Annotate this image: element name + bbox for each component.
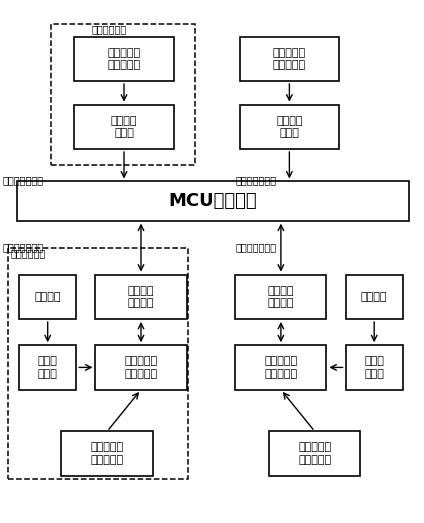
Text: 电压采样输入端: 电压采样输入端 [235,242,276,252]
Bar [95,275,187,319]
Text: 第二路电压
采样输入端: 第二路电压 采样输入端 [298,442,332,465]
Bar [51,24,195,165]
Text: 第二计量专
用芯片模块: 第二计量专 用芯片模块 [264,356,298,379]
Text: 霍尔电流
传感器: 霍尔电流 传感器 [111,116,137,138]
Text: 电压采样回路: 电压采样回路 [11,248,46,259]
Bar [269,431,360,476]
Bar [74,37,174,81]
Bar [346,345,403,390]
Text: 霍尔电流
传感器: 霍尔电流 传感器 [276,116,303,138]
Text: 第二路电流
采样输入端: 第二路电流 采样输入端 [273,48,306,70]
Bar [19,275,76,319]
Text: 电源隔
离模块: 电源隔 离模块 [364,356,384,379]
Bar [346,275,403,319]
Text: 光耦隔离
通讯模块: 光耦隔离 通讯模块 [128,286,154,308]
Text: 电流采样回路: 电流采样回路 [91,24,126,34]
Bar [240,37,339,81]
Bar [8,248,188,479]
Bar [95,345,187,390]
Bar [235,345,326,390]
Bar [235,275,326,319]
Bar [74,105,174,149]
Bar [61,431,153,476]
Text: 第一路电流
采样输入端: 第一路电流 采样输入端 [107,48,141,70]
Text: 电压采样输入端: 电压采样输入端 [2,242,43,252]
Text: MCU主控电路: MCU主控电路 [169,192,257,210]
Bar [19,345,76,390]
Text: 供电模块: 供电模块 [361,292,388,302]
Text: 电流采样输入端: 电流采样输入端 [2,175,43,186]
Text: 第一计量专
用芯片模块: 第一计量专 用芯片模块 [124,356,158,379]
Text: 光耦隔离
通讯模块: 光耦隔离 通讯模块 [268,286,294,308]
Text: 供电模块: 供电模块 [34,292,61,302]
Text: 电源隔
离模块: 电源隔 离模块 [38,356,58,379]
Text: 电流采样输入端: 电流采样输入端 [235,175,276,186]
Bar [240,105,339,149]
Text: 第一路电压
采样输入端: 第一路电压 采样输入端 [90,442,124,465]
Bar [17,181,409,221]
